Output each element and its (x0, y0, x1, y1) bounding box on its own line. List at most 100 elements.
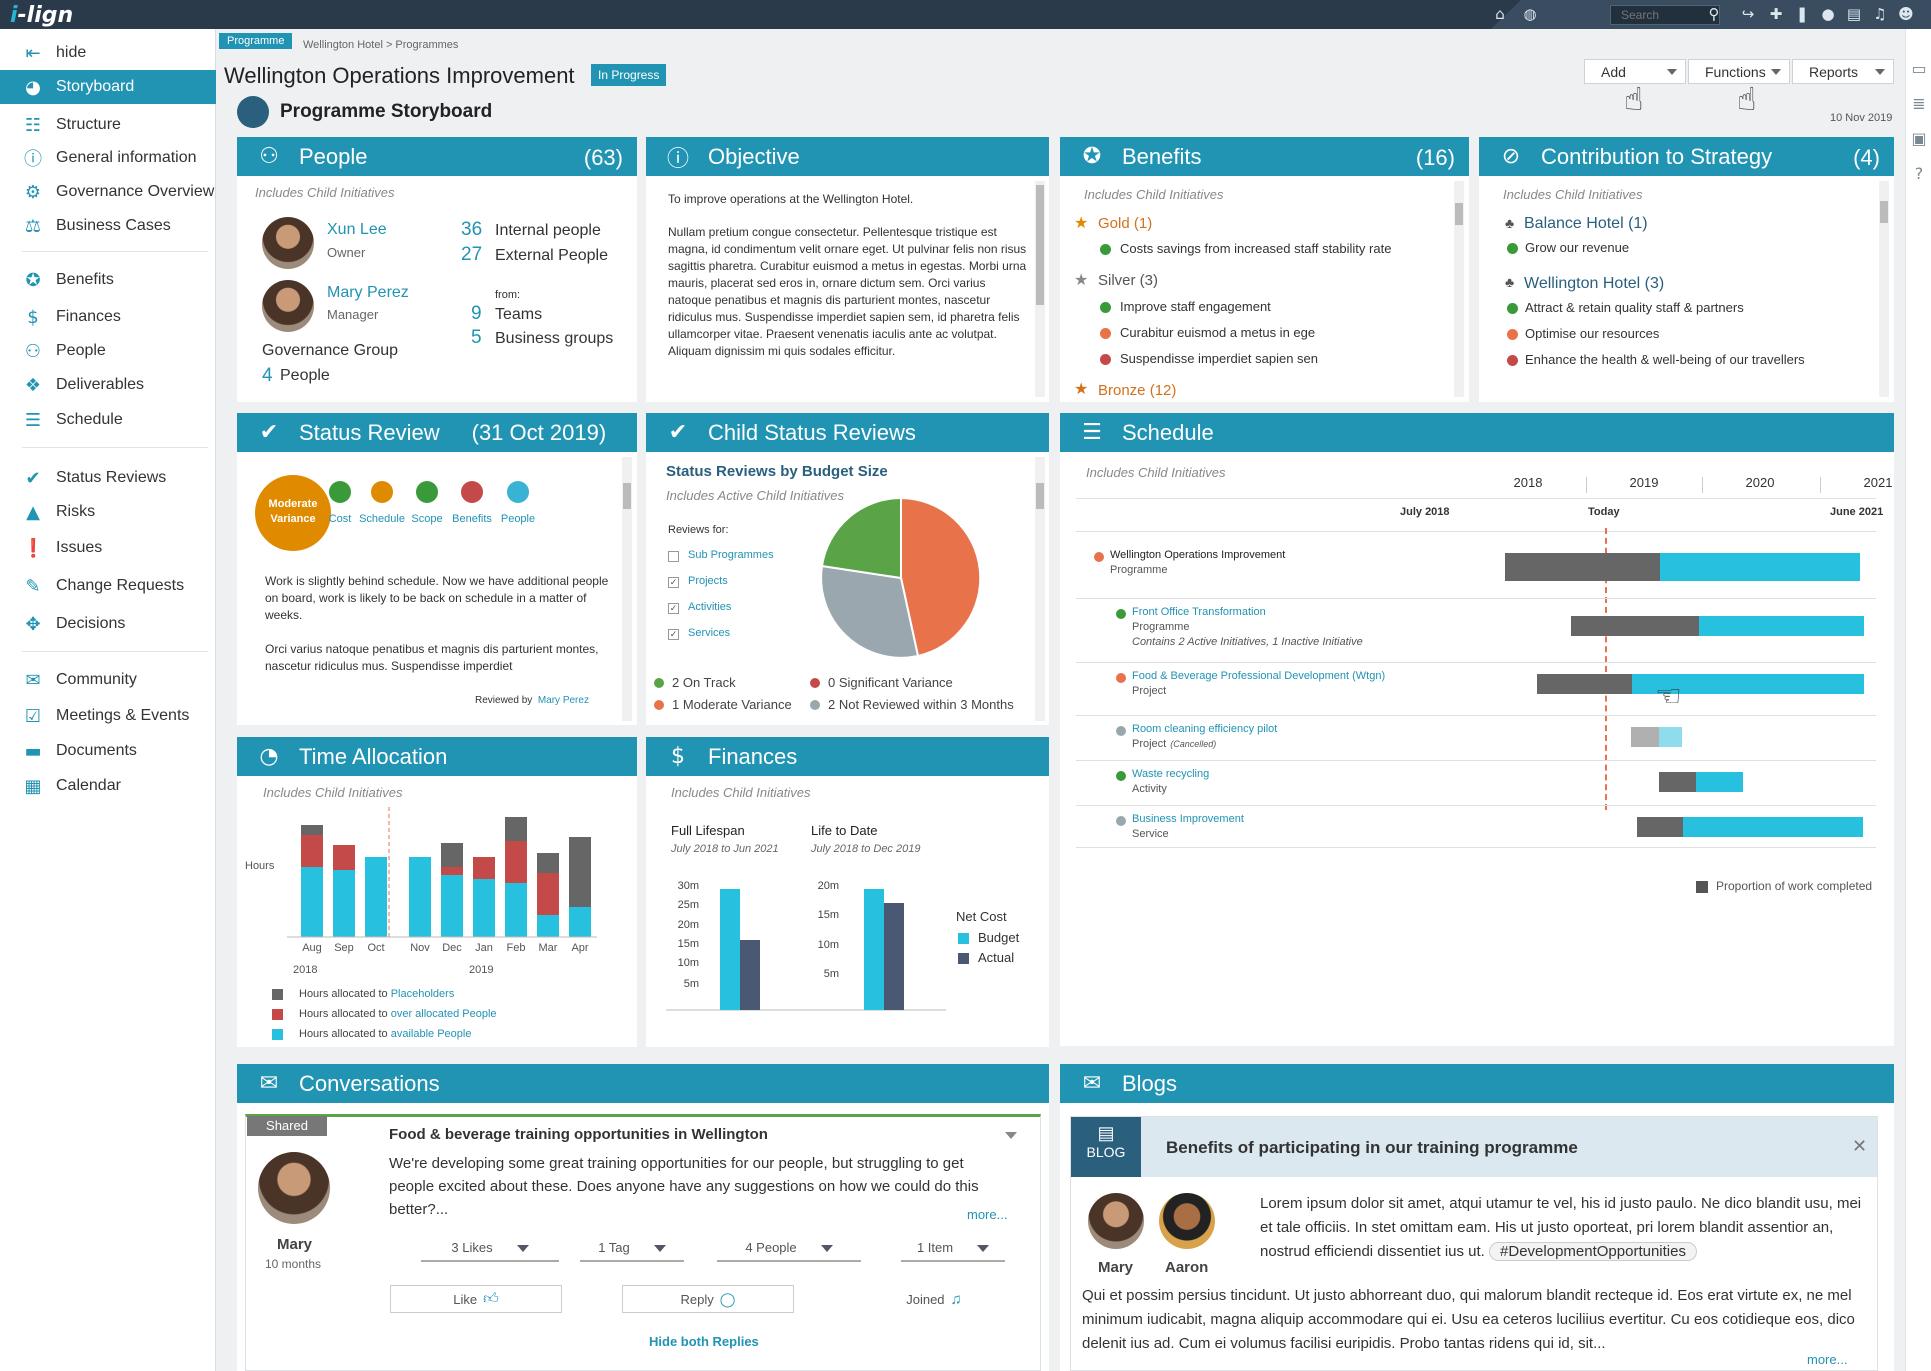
sidebar-item-documents[interactable]: ▬ Documents (0, 734, 216, 768)
bar-segment-available[interactable] (333, 870, 355, 937)
sidebar-item-status-reviews[interactable]: ✔ Status Reviews (0, 461, 216, 495)
time-allocation-panel-header[interactable]: ◔ Time Allocation (237, 737, 637, 776)
bar-segment-available[interactable] (473, 879, 495, 937)
benefit-group-silver[interactable]: Silver (3) (1098, 272, 1159, 289)
help-icon[interactable]: ? (1914, 164, 1924, 183)
sidebar-item-people[interactable]: ⚇ People (0, 334, 216, 368)
gantt-bar-completed[interactable] (1505, 553, 1660, 581)
status-review-panel-header[interactable]: ✔ Status Review (31 Oct 2019) (237, 413, 637, 452)
sidebar-item-benefits[interactable]: ✪ Benefits (0, 263, 216, 297)
breadcrumb[interactable]: Wellington Hotel > Programmes (303, 39, 459, 51)
list-icon[interactable]: ≣ (1912, 94, 1926, 113)
search-input[interactable] (1610, 5, 1720, 25)
bar-segment-placeholder[interactable] (505, 817, 527, 841)
scrollbar-thumb[interactable] (1880, 201, 1888, 223)
pie-slice-moderate[interactable] (900, 496, 982, 658)
author-name[interactable]: Aaron (1165, 1259, 1209, 1276)
strategy-group[interactable]: Wellington Hotel (3) (1524, 275, 1665, 292)
reviewer-link[interactable]: Mary Perez (537, 695, 589, 706)
people-dropdown[interactable]: 4 People (717, 1240, 861, 1262)
sidebar-item-decisions[interactable]: ✥ Decisions (0, 607, 216, 641)
bar-segment-available[interactable] (441, 875, 463, 937)
bar-segment-over-allocated[interactable] (441, 867, 463, 875)
checkbox-label[interactable]: Services (688, 627, 731, 639)
sidebar-item-finances[interactable]: $ Finances (0, 300, 216, 334)
status-indicator-dot[interactable] (461, 481, 483, 503)
gantt-bar-completed[interactable] (1537, 674, 1632, 694)
author-name[interactable]: Mary (277, 1236, 313, 1253)
status-indicator-dot[interactable] (507, 481, 529, 503)
legend-link[interactable]: over allocated People (390, 1008, 497, 1020)
sidebar-item-storyboard[interactable]: ◕ Storyboard (0, 70, 216, 104)
benefits-panel-header[interactable]: ✪ Benefits (16) (1060, 137, 1469, 176)
strategy-group[interactable]: Balance Hotel (1) (1524, 215, 1648, 232)
document-icon[interactable]: ▤ (1846, 5, 1862, 23)
schedule-item-name[interactable]: Front Office Transformation (1132, 606, 1266, 618)
avatar[interactable] (262, 280, 314, 332)
contribution-panel-header[interactable]: ⊘ Contribution to Strategy (4) (1479, 137, 1894, 176)
checkbox[interactable]: ✓ (668, 629, 679, 640)
avatar[interactable] (258, 1152, 330, 1224)
chevron-down-icon[interactable] (1005, 1132, 1017, 1139)
sidebar-item-issues[interactable]: ❗ Issues (0, 531, 216, 565)
benefit-item[interactable]: Costs savings from increased staff stabi… (1120, 241, 1392, 256)
schedule-item-name[interactable]: Wellington Operations Improvement (1110, 549, 1286, 561)
benefit-group-gold[interactable]: Gold (1) (1098, 215, 1153, 232)
sidebar-item-structure[interactable]: ☷ Structure (0, 108, 216, 142)
sidebar-item-deliverables[interactable]: ❖ Deliverables (0, 368, 216, 402)
app-logo[interactable]: i-lign (10, 3, 74, 28)
bar-segment-over-allocated[interactable] (333, 845, 355, 870)
checkbox-label[interactable]: Projects (688, 575, 728, 587)
scrollbar[interactable] (1035, 181, 1045, 397)
strategy-item[interactable]: Attract & retain quality staff & partner… (1525, 300, 1744, 315)
bar-segment-over-allocated[interactable] (505, 841, 527, 883)
share-icon[interactable]: ↪ (1741, 5, 1755, 23)
bar-segment-available[interactable] (409, 857, 431, 937)
hide-replies-link[interactable]: Hide both Replies (649, 1334, 759, 1349)
strategy-item[interactable]: Grow our revenue (1525, 240, 1630, 255)
sidebar-item-business-cases[interactable]: ⚖ Business Cases (0, 209, 216, 243)
bar-segment-placeholder[interactable] (301, 825, 323, 835)
sidebar-item-meetings-events[interactable]: ☑ Meetings & Events (0, 699, 216, 733)
gantt-bar-remaining[interactable] (1696, 772, 1743, 792)
gantt-bar-completed[interactable] (1631, 727, 1659, 747)
sidebar-hide[interactable]: ⇤ hide (0, 36, 216, 70)
home-icon[interactable]: ⌂ (1495, 5, 1505, 23)
gantt-bar-completed[interactable] (1571, 616, 1699, 636)
gantt-bar-remaining[interactable] (1659, 727, 1682, 747)
bookmark-icon[interactable]: ❚ (1795, 5, 1809, 23)
actual-bar[interactable] (884, 903, 904, 1010)
sidebar-item-calendar[interactable]: ▦ Calendar (0, 769, 216, 803)
scrollbar[interactable] (622, 457, 632, 721)
add-button[interactable]: Add (1584, 59, 1686, 84)
chat-icon[interactable]: ● (1821, 5, 1835, 23)
pie-slice-not-reviewed[interactable] (820, 564, 920, 659)
benefit-item[interactable]: Curabitur euismod a metus in ege (1120, 325, 1316, 340)
bar-segment-available[interactable] (505, 883, 527, 937)
bar-segment-over-allocated[interactable] (473, 857, 495, 879)
sidebar-item-governance-overview[interactable]: ⚙ Governance Overview (0, 175, 216, 209)
hashtag-pill[interactable]: #DevelopmentOpportunities (1489, 1242, 1697, 1261)
benefit-group-bronze[interactable]: Bronze (12) (1098, 382, 1177, 399)
budget-bar[interactable] (720, 889, 740, 1010)
strategy-item[interactable]: Enhance the health & well-being of our t… (1525, 352, 1805, 367)
scrollbar[interactable] (1454, 181, 1464, 397)
tags-dropdown[interactable]: 1 Tag (580, 1240, 684, 1262)
comment-icon[interactable]: ▭ (1911, 59, 1927, 78)
gantt-bar-remaining[interactable] (1660, 553, 1860, 581)
scrollbar-thumb[interactable] (623, 483, 631, 509)
schedule-item-name[interactable]: Food & Beverage Professional Development… (1132, 670, 1386, 682)
post-title[interactable]: Food & beverage training opportunities i… (389, 1126, 768, 1143)
like-button[interactable]: Like 👍︎ (390, 1285, 562, 1313)
scrollbar[interactable] (1879, 181, 1889, 397)
scrollbar[interactable] (1035, 457, 1045, 721)
legend-link[interactable]: available People (390, 1028, 472, 1040)
benefit-item[interactable]: Improve staff engagement (1120, 299, 1271, 314)
globe-icon[interactable]: ◍ (1523, 5, 1537, 23)
avatar[interactable] (1088, 1193, 1144, 1249)
checkbox-label[interactable]: Activities (688, 601, 732, 613)
joined-button[interactable]: Joined ♫ (859, 1285, 1009, 1313)
checkbox[interactable] (668, 551, 679, 562)
lock-icon[interactable]: ▣ (1911, 129, 1927, 148)
strategy-item[interactable]: Optimise our resources (1525, 326, 1660, 341)
